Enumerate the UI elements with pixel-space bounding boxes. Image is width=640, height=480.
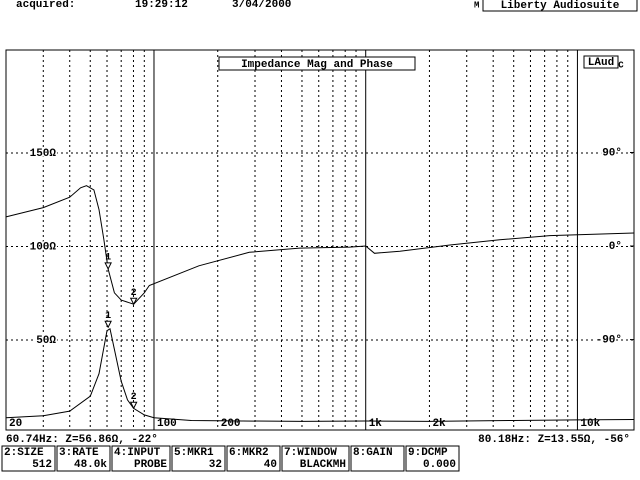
x-tick-label: 100	[157, 418, 177, 430]
function-key-value: BLACKMH	[300, 459, 346, 471]
function-key-label: 5:MKR1	[174, 447, 214, 459]
y2-tick-label: 90°	[602, 147, 622, 159]
series-line	[5, 185, 635, 305]
app-name: Liberty Audiosuite	[501, 0, 620, 12]
y-tick-label: 100Ω	[30, 241, 57, 253]
acquired-label: acquired:	[16, 0, 75, 11]
marker-readout: 60.74Hz: Z=56.86Ω, -22°	[6, 434, 158, 446]
function-key-value: 0.000	[423, 459, 456, 471]
marker	[129, 297, 138, 306]
marker-label: 2	[131, 288, 137, 299]
y-tick-label: 150Ω	[30, 148, 57, 160]
function-key-label: 7:WINDOW	[284, 447, 337, 459]
acquired-time: 19:29:12	[135, 0, 188, 11]
x-tick-label: 20	[9, 418, 22, 430]
acquired-date: 3/04/2000	[232, 0, 291, 11]
y-tick-label: 50Ω	[36, 335, 56, 347]
marker	[104, 320, 112, 329]
function-key-value: 512	[32, 459, 52, 471]
function-key-value: 48.0k	[74, 459, 107, 471]
plot-frame	[5, 49, 635, 431]
title-box	[218, 56, 416, 71]
function-key[interactable]	[226, 445, 281, 472]
marker-readout: 80.18Hz: Z=13.55Ω, -56°	[478, 434, 630, 446]
marker-label: 1	[105, 311, 111, 322]
badge-box	[583, 55, 619, 69]
function-key-label: 6:MKR2	[229, 447, 269, 459]
y2-tick-label: 0°	[609, 241, 622, 253]
marker-label: 2	[131, 392, 137, 403]
mode-indicator: M	[474, 0, 479, 10]
marker	[104, 262, 112, 271]
x-tick-label: 1k	[369, 418, 383, 430]
function-key[interactable]	[350, 445, 405, 472]
function-key[interactable]	[1, 445, 56, 472]
function-key-value: PROBE	[134, 459, 167, 471]
function-key[interactable]	[171, 445, 226, 472]
badge-sub: C	[618, 60, 624, 70]
app-box	[482, 0, 638, 12]
y2-tick-label: -90°	[596, 334, 622, 346]
x-tick-label: 200	[221, 418, 241, 430]
function-key-label: 4:INPUT	[114, 447, 161, 459]
function-key[interactable]	[281, 445, 350, 472]
function-key[interactable]	[111, 445, 171, 472]
x-tick-label: 2k	[432, 418, 446, 430]
marker-label: 1	[105, 253, 111, 264]
function-key-label: 9:DCMP	[408, 447, 448, 459]
badge: LAud	[588, 57, 614, 69]
function-key-label: 2:SIZE	[4, 447, 44, 459]
chart-title: Impedance Mag and Phase	[241, 59, 393, 71]
function-key-label: 8:GAIN	[353, 447, 393, 459]
function-key-value: 40	[264, 459, 277, 471]
function-key-label: 3:RATE	[59, 447, 99, 459]
function-key[interactable]	[405, 445, 460, 472]
function-key[interactable]	[56, 445, 111, 472]
marker	[129, 401, 138, 410]
function-key-value: 32	[209, 459, 222, 471]
